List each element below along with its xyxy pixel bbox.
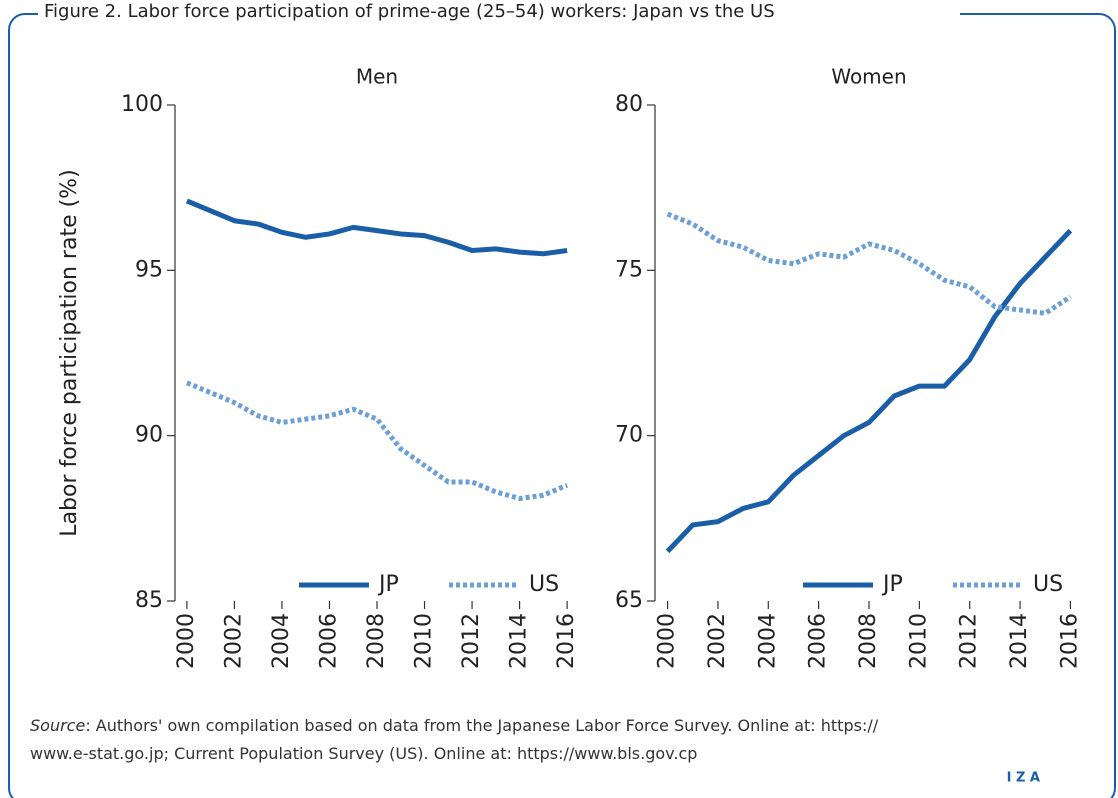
- x-tick-label: 2000: [174, 613, 199, 669]
- x-tick-label: 2016: [554, 613, 579, 669]
- legend-label: US: [529, 572, 559, 597]
- y-tick-label: 95: [135, 257, 163, 282]
- x-tick-label: 2012: [957, 613, 982, 669]
- source-label: Source: [30, 716, 86, 735]
- panel-title: Men: [356, 65, 398, 89]
- x-tick-label: 2002: [221, 613, 246, 669]
- y-tick-label: 90: [135, 423, 163, 448]
- y-tick-label: 85: [135, 588, 163, 613]
- series-line: [185, 198, 568, 257]
- panel-title: Women: [831, 65, 906, 89]
- y-tick-label: 70: [615, 423, 643, 448]
- x-tick-label: 2016: [1057, 613, 1082, 669]
- figure-title: Figure 2. Labor force participation of p…: [44, 1, 775, 22]
- x-tick-label: 2004: [269, 613, 294, 669]
- y-tick-label: 80: [615, 92, 643, 117]
- x-tick-label: 2002: [705, 613, 730, 669]
- title-background: [38, 0, 960, 28]
- x-tick-label: 2010: [906, 613, 931, 669]
- legend-label: JP: [377, 572, 399, 597]
- source-line: : Authors' own compilation based on data…: [85, 716, 879, 735]
- legend-label: JP: [881, 572, 903, 597]
- logo: I Z A: [1007, 771, 1040, 786]
- y-tick-label: 100: [121, 92, 163, 117]
- x-tick-label: 2008: [364, 613, 389, 669]
- x-tick-label: 2006: [316, 613, 341, 669]
- y-tick-label: 65: [615, 588, 643, 613]
- y-tick-label: 75: [615, 257, 643, 282]
- x-tick-label: 2014: [507, 613, 532, 669]
- source-note: Source: Authors' own compilation based o…: [30, 712, 1090, 768]
- y-axis-label: Labor force participation rate (%): [57, 169, 82, 536]
- x-tick-label: 2004: [755, 613, 780, 669]
- series-line: [185, 380, 569, 501]
- x-tick-label: 2014: [1007, 613, 1032, 669]
- source-line: www.e-stat.go.jp; Current Population Sur…: [30, 744, 698, 763]
- x-tick-label: 2008: [856, 613, 881, 669]
- x-tick-label: 2006: [806, 613, 831, 669]
- series-line: [665, 228, 1073, 554]
- x-tick-label: 2000: [655, 613, 680, 669]
- series-line: [666, 211, 1072, 316]
- legend-label: US: [1033, 572, 1063, 597]
- x-tick-label: 2010: [412, 613, 437, 669]
- x-tick-label: 2012: [459, 613, 484, 669]
